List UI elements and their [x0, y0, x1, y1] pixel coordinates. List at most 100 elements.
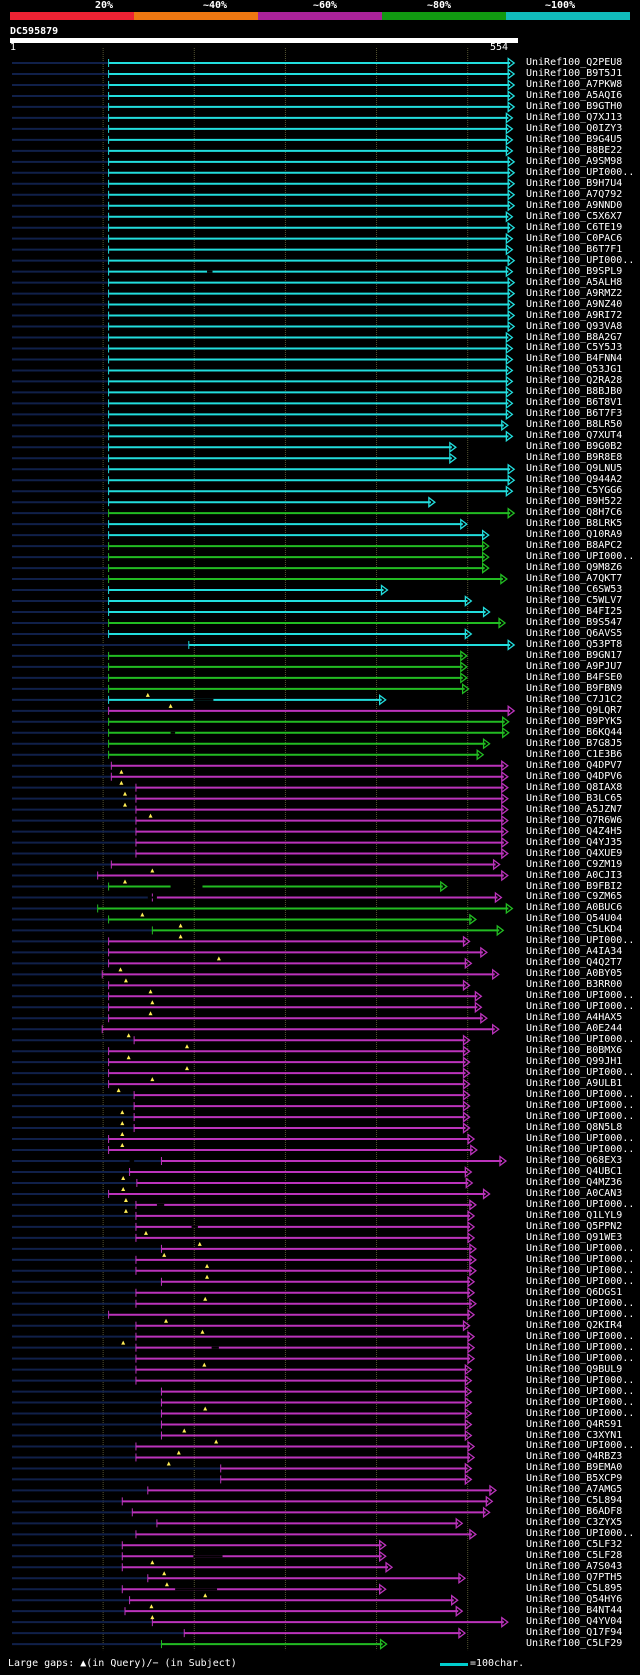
hit-label[interactable]: UniRef100_B6KQ44	[526, 726, 623, 738]
hit-label[interactable]: UniRef100_C5WLV7	[526, 595, 623, 607]
hit-label[interactable]: UniRef100_B8BJB0	[526, 386, 623, 398]
hit-label[interactable]: UniRef100_B8A2G7	[526, 331, 623, 343]
hit-label[interactable]: UniRef100_B9PYK5	[526, 715, 623, 727]
hit-label[interactable]: UniRef100_UPI000..	[526, 1407, 635, 1419]
hit-label[interactable]: UniRef100_UPI000..	[526, 254, 635, 266]
hit-label[interactable]: UniRef100_A9NND0	[526, 199, 623, 211]
hit-label[interactable]: UniRef100_Q9M8Z6	[526, 562, 623, 574]
hit-label[interactable]: UniRef100_A9SM98	[526, 155, 623, 167]
hit-label[interactable]: UniRef100_Q10RA9	[526, 529, 623, 541]
hit-label[interactable]: UniRef100_UPI000..	[526, 1264, 635, 1276]
hit-label[interactable]: UniRef100_UPI000..	[526, 1198, 635, 1210]
hit-label[interactable]: UniRef100_Q8H7C6	[526, 507, 623, 519]
hit-label[interactable]: UniRef100_B9S547	[526, 616, 623, 628]
hit-label[interactable]: UniRef100_B9GTH0	[526, 100, 623, 112]
hit-label[interactable]: UniRef100_B5XCP9	[526, 1473, 623, 1485]
hit-label[interactable]: UniRef100_A0BUC6	[526, 902, 623, 914]
hit-label[interactable]: UniRef100_B7G8J5	[526, 737, 623, 749]
hit-label[interactable]: UniRef100_UPI000..	[526, 166, 635, 178]
hit-label[interactable]: UniRef100_B6T8V1	[526, 397, 623, 409]
hit-label[interactable]: UniRef100_A7QKT7	[526, 573, 623, 585]
hit-label[interactable]: UniRef100_B6ADF8	[526, 1506, 623, 1518]
hit-label[interactable]: UniRef100_B9H7U4	[526, 177, 623, 189]
hit-label[interactable]: UniRef100_Q9BUL9	[526, 1363, 623, 1375]
hit-label[interactable]: UniRef100_C6SW53	[526, 584, 623, 596]
hit-label[interactable]: UniRef100_C7J1C2	[526, 693, 623, 705]
hit-label[interactable]: UniRef100_C1E3B6	[526, 748, 623, 760]
hit-label[interactable]: UniRef100_B4FI25	[526, 606, 623, 617]
hit-label[interactable]: UniRef100_Q4MZ36	[526, 1176, 623, 1188]
hit-label[interactable]: UniRef100_B9GN17	[526, 649, 623, 661]
hit-label[interactable]: UniRef100_Q8N5L8	[526, 1122, 623, 1134]
hit-label[interactable]: UniRef100_UPI000..	[526, 1440, 635, 1452]
hit-label[interactable]: UniRef100_C5L895	[526, 1583, 623, 1595]
hit-label[interactable]: UniRef100_C3XYN1	[526, 1429, 623, 1441]
hit-label[interactable]: UniRef100_Q2KIR4	[526, 1319, 623, 1331]
hit-label[interactable]: UniRef100_Q4Q2T7	[526, 957, 623, 969]
hit-label[interactable]: UniRef100_B9SPL9	[526, 265, 623, 277]
hit-label[interactable]: UniRef100_Q4YV04	[526, 1616, 623, 1628]
hit-label[interactable]: UniRef100_C5LKD4	[526, 924, 623, 936]
hit-label[interactable]: UniRef100_UPI000..	[526, 1242, 635, 1254]
hit-label[interactable]: UniRef100_Q99JH1	[526, 1056, 623, 1068]
hit-label[interactable]: UniRef100_B9G0B2	[526, 441, 623, 453]
hit-label[interactable]: UniRef100_Q6AVS5	[526, 627, 623, 639]
hit-label[interactable]: UniRef100_Q4XUE9	[526, 847, 623, 859]
hit-label[interactable]: UniRef100_Q4UBC1	[526, 1165, 623, 1177]
hit-label[interactable]: UniRef100_B4FNN4	[526, 353, 623, 365]
hit-label[interactable]: UniRef100_C5LF28	[526, 1550, 623, 1562]
hit-label[interactable]: UniRef100_Q4RS91	[526, 1418, 623, 1430]
hit-label[interactable]: UniRef100_UPI000..	[526, 1385, 635, 1397]
hit-label[interactable]: UniRef100_Q9LNU5	[526, 463, 623, 475]
hit-label[interactable]: UniRef100_Q4DPV7	[526, 759, 623, 771]
hit-label[interactable]: UniRef100_A0CAN3	[526, 1187, 623, 1199]
hit-label[interactable]: UniRef100_A7AMG5	[526, 1484, 623, 1496]
hit-label[interactable]: UniRef100_C5Y5J3	[526, 342, 623, 354]
hit-label[interactable]: UniRef100_Q4Z4H5	[526, 825, 623, 837]
hit-label[interactable]: UniRef100_UPI000..	[526, 990, 635, 1002]
hit-label[interactable]: UniRef100_Q93VA8	[526, 320, 623, 332]
hit-label[interactable]: UniRef100_A7S043	[526, 1561, 623, 1573]
hit-label[interactable]: UniRef100_A4HAX5	[526, 1012, 623, 1024]
hit-label[interactable]: UniRef100_Q8IAX8	[526, 781, 623, 793]
hit-label[interactable]: UniRef100_UPI000..	[526, 1100, 635, 1112]
hit-label[interactable]: UniRef100_C9ZM19	[526, 858, 623, 870]
hit-label[interactable]: UniRef100_Q5PPN2	[526, 1220, 623, 1232]
hit-label[interactable]: UniRef100_Q53PT8	[526, 638, 623, 650]
hit-label[interactable]: UniRef100_C5L894	[526, 1495, 623, 1507]
hit-label[interactable]: UniRef100_Q9LQR7	[526, 704, 623, 716]
hit-label[interactable]: UniRef100_B9T5J1	[526, 67, 623, 79]
hit-label[interactable]: UniRef100_Q68EX3	[526, 1155, 623, 1166]
hit-label[interactable]: UniRef100_Q6DGS1	[526, 1286, 623, 1298]
hit-label[interactable]: UniRef100_UPI000..	[526, 1067, 635, 1079]
hit-label[interactable]: UniRef100_Q91WE3	[526, 1231, 623, 1243]
hit-label[interactable]: UniRef100_B8APC2	[526, 540, 623, 552]
hit-label[interactable]: UniRef100_UPI000..	[526, 1034, 635, 1046]
hit-label[interactable]: UniRef100_B8LRK5	[526, 518, 623, 530]
hit-label[interactable]: UniRef100_A7PKW8	[526, 78, 623, 90]
hit-label[interactable]: UniRef100_UPI000..	[526, 1308, 635, 1320]
hit-label[interactable]: UniRef100_C3ZYX5	[526, 1517, 623, 1529]
hit-label[interactable]: UniRef100_Q2RA28	[526, 375, 623, 387]
hit-label[interactable]: UniRef100_Q54U04	[526, 913, 623, 925]
hit-label[interactable]: UniRef100_B6T7F1	[526, 243, 623, 255]
hit-label[interactable]: UniRef100_Q4DPV6	[526, 770, 623, 782]
hit-label[interactable]: UniRef100_Q1LYL9	[526, 1209, 623, 1221]
hit-label[interactable]: UniRef100_C5YGG6	[526, 485, 623, 497]
hit-label[interactable]: UniRef100_B6T7F3	[526, 408, 623, 420]
hit-label[interactable]: UniRef100_UPI000..	[526, 1089, 635, 1101]
hit-label[interactable]: UniRef100_UPI000..	[526, 1297, 635, 1309]
hit-label[interactable]: UniRef100_A9PJU7	[526, 660, 623, 672]
hit-label[interactable]: UniRef100_A4IA34	[526, 946, 623, 958]
hit-label[interactable]: UniRef100_A0E244	[526, 1023, 623, 1035]
hit-label[interactable]: UniRef100_UPI000..	[526, 1374, 635, 1386]
hit-label[interactable]: UniRef100_B9FBN9	[526, 682, 623, 694]
hit-label[interactable]: UniRef100_B3RR00	[526, 979, 623, 991]
hit-label[interactable]: UniRef100_A9NZ40	[526, 298, 623, 310]
hit-label[interactable]: UniRef100_UPI000..	[526, 1133, 635, 1145]
hit-label[interactable]: UniRef100_B3LC65	[526, 792, 623, 804]
hit-label[interactable]: UniRef100_A0CJI3	[526, 869, 623, 881]
hit-label[interactable]: UniRef100_UPI000..	[526, 1001, 635, 1013]
hit-label[interactable]: UniRef100_Q53JG1	[526, 364, 623, 376]
hit-label[interactable]: UniRef100_B4NT44	[526, 1605, 623, 1617]
